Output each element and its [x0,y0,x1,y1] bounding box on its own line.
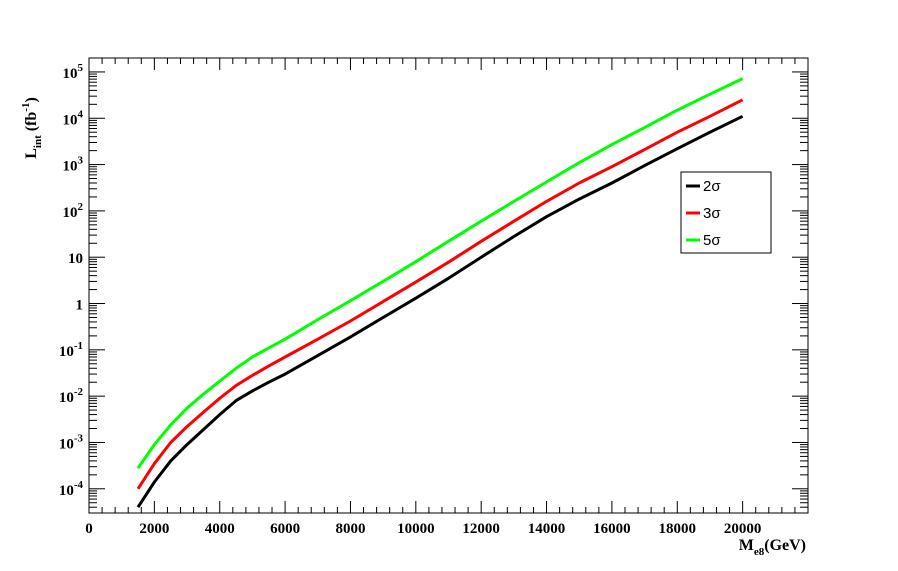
x-axis-ticks: 0 2000 4000 6000 8000 10000 12000 14000 16000 180… [85,58,809,537]
y-tick-label: 10-1 [59,340,83,360]
series-layer [136,77,744,509]
y-tick-label: 1 [76,298,84,314]
x-tick-label: 8000 [335,521,365,537]
legend: 2σ 3σ 5σ [680,171,772,254]
plot-frame [88,57,809,514]
x-tick-label: 10000 [397,521,435,537]
legend-label-3sigma: 3σ [703,205,721,222]
y-axis-title: Lint (fb-1) [20,97,44,159]
x-tick-label: 2000 [139,521,169,537]
x-tick-label: 6000 [270,521,300,537]
x-axis-title: Me8(GeV) [739,537,806,558]
y-tick-label: 103 [63,155,84,175]
y-tick-label: 104 [63,108,84,128]
y-axis-ticks: 10-4 10-3 10-2 10-1 1 10 102 103 104 105 [59,57,808,514]
y-tick-label: 10-3 [59,432,84,452]
series-line-0 [136,114,744,509]
series-line-2 [136,77,744,469]
x-tick-label: 14000 [528,521,566,537]
x-tick-label: 0 [85,521,93,537]
x-tick-label: 16000 [593,521,631,537]
legend-label-5sigma: 5σ [703,232,721,249]
legend-label-2sigma: 2σ [703,178,721,195]
y-tick-label: 102 [63,201,84,221]
y-tick-label: 10 [68,251,83,267]
x-tick-label: 20000 [724,521,762,537]
x-tick-label: 12000 [462,521,500,537]
y-tick-label: 10-4 [59,479,84,499]
x-tick-label: 4000 [205,521,235,537]
x-tick-label: 18000 [659,521,697,537]
y-tick-label: 105 [63,62,84,82]
y-tick-label: 10-2 [59,386,84,406]
series-line-1 [136,98,744,490]
